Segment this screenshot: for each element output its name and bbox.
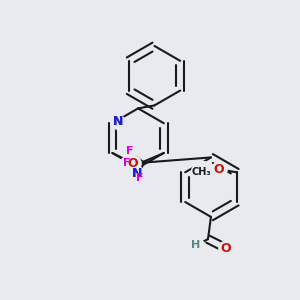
Text: N: N <box>131 167 142 180</box>
Text: O: O <box>214 163 224 176</box>
Text: CH₃: CH₃ <box>192 167 212 177</box>
Text: F: F <box>123 158 130 168</box>
Text: O: O <box>220 242 231 255</box>
Text: N: N <box>131 167 142 180</box>
Text: N: N <box>112 115 123 128</box>
Text: O: O <box>128 157 139 170</box>
Text: N: N <box>112 115 123 128</box>
Text: F: F <box>136 173 144 183</box>
Text: H: H <box>191 240 201 250</box>
Text: F: F <box>126 146 134 157</box>
